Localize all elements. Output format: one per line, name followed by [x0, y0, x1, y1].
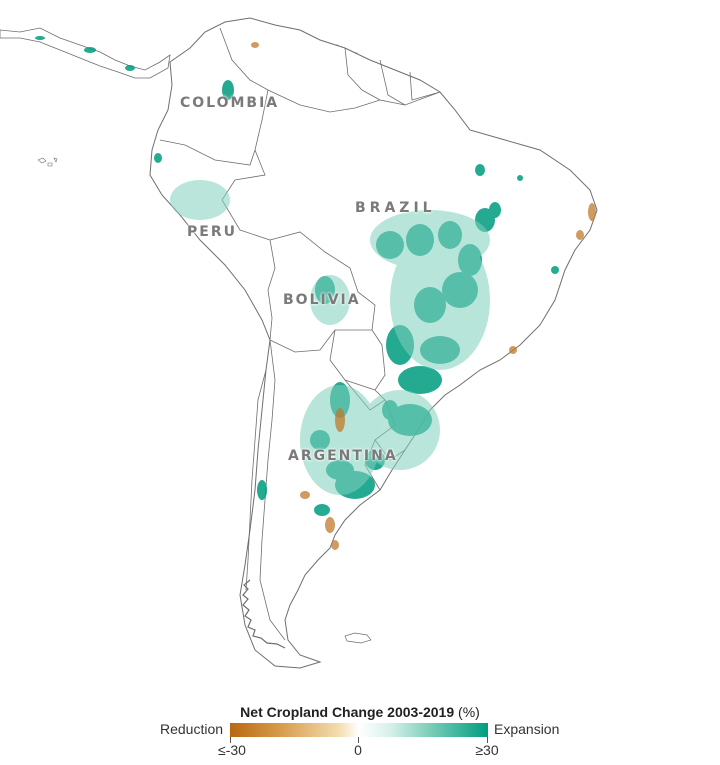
country-borders: [159, 27, 441, 641]
legend-reduction-label: Reduction: [160, 721, 224, 737]
map-canvas: [0, 17, 598, 669]
legend-tick-min: [230, 737, 231, 743]
legend-title-row: Net Cropland Change 2003-2019 (%): [0, 704, 720, 720]
falkland-islands: [344, 632, 372, 644]
legend-max-label: ≥30: [475, 742, 499, 758]
galapagos-islands: [37, 157, 58, 167]
label-bolivia: BOLIVIA: [283, 292, 361, 308]
legend-title: Net Cropland Change 2003-2019: [240, 704, 455, 720]
legend-tick-max: [487, 737, 488, 743]
legend-mid-label: 0: [354, 742, 362, 758]
legend-min-label: ≤-30: [218, 742, 246, 758]
south-america-outline: [149, 17, 598, 669]
cropland-reduction-areas: [251, 42, 596, 550]
legend-color-bar: [230, 723, 488, 737]
label-brazil: BRAZIL: [355, 200, 436, 216]
legend-expansion-label: Expansion: [494, 721, 560, 737]
legend-tick-mid: [358, 737, 359, 743]
label-argentina: ARGENTINA: [288, 448, 398, 464]
legend-unit: (%): [458, 704, 480, 720]
chile-fjord-coast: [242, 579, 286, 649]
cropland-expansion-light: [170, 180, 490, 495]
label-colombia: COLOMBIA: [180, 95, 280, 111]
central-america-outline: [0, 27, 171, 79]
label-peru: PERU: [187, 224, 237, 240]
